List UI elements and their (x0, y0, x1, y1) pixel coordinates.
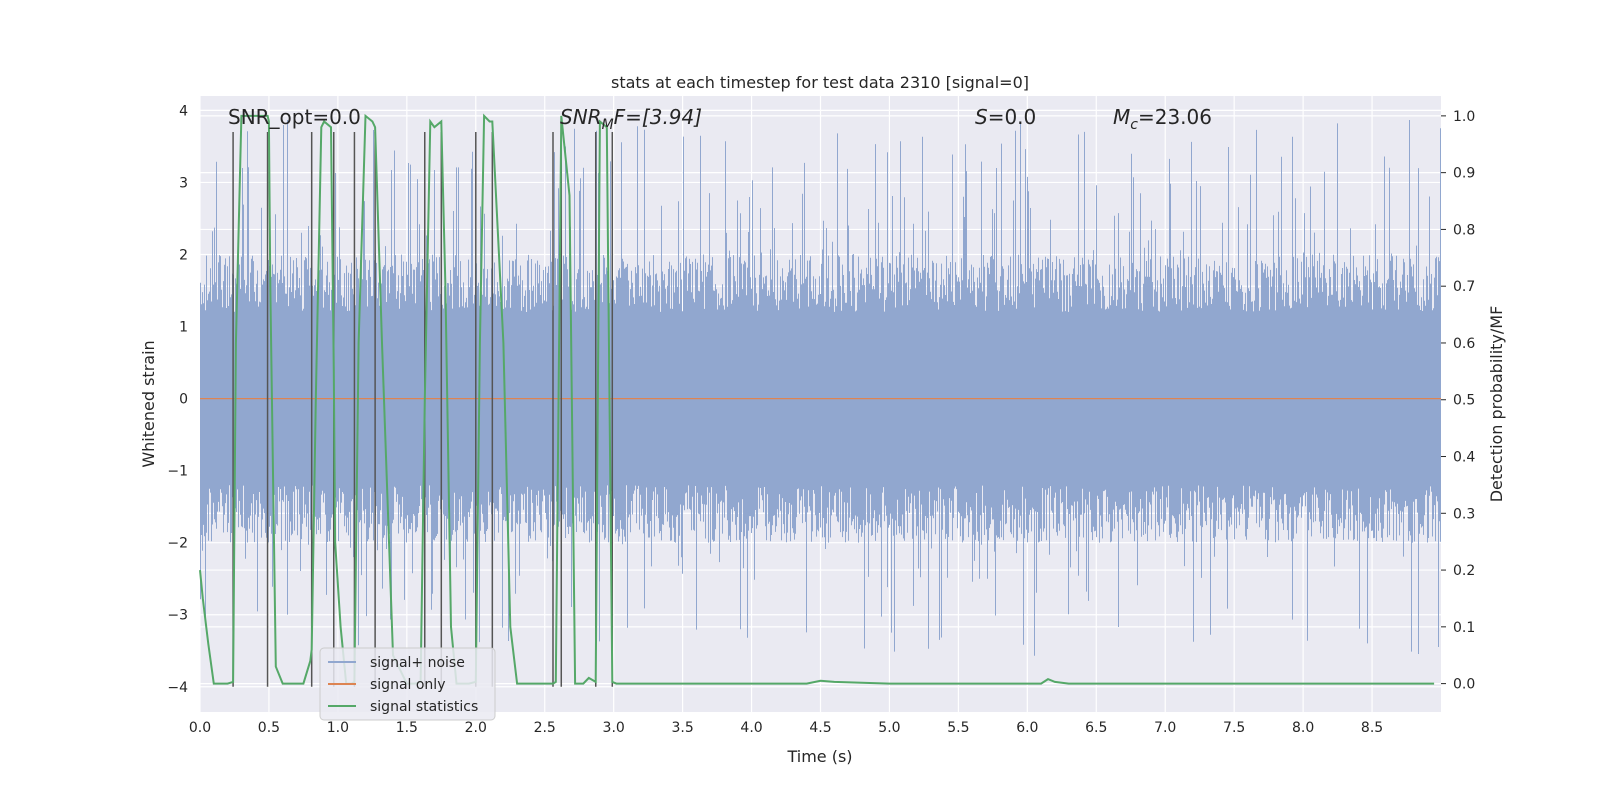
y-left-tick-label: 2 (179, 248, 188, 264)
y-right-tick-label: 0.4 (1453, 450, 1475, 466)
x-tick-label: 7.0 (1154, 720, 1176, 736)
x-tick-label: 2.5 (534, 720, 556, 736)
legend: signal+ noise signal only signal statist… (319, 647, 496, 721)
x-tick-label: 2.0 (465, 720, 487, 736)
chart-title: stats at each timestep for test data 231… (611, 73, 1029, 92)
legend-label-signal: signal only (370, 677, 445, 693)
x-axis-label: Time (s) (786, 747, 852, 766)
y-left-tick-label: −2 (167, 536, 188, 552)
x-tick-label: 5.0 (878, 720, 900, 736)
x-tick-label: 0.5 (258, 720, 280, 736)
x-tick-label: 8.0 (1292, 720, 1314, 736)
x-tick-label: 4.5 (809, 720, 831, 736)
signal-statistics-series (199, 113, 1435, 685)
x-tick-label: 7.5 (1223, 720, 1245, 736)
legend-label-noise: signal+ noise (370, 655, 465, 671)
y-right-tick-label: 0.3 (1453, 506, 1475, 522)
annotation-s: S=0.0 (975, 105, 1036, 129)
x-tick-label: 8.5 (1361, 720, 1383, 736)
y-left-tick-label: 1 (179, 320, 188, 336)
legend-label-statistics: signal statistics (370, 699, 478, 715)
x-tick-label: 0.0 (189, 720, 211, 736)
y-axis-right-label: Detection probability/MF (1487, 306, 1506, 503)
x-tick-label: 6.5 (1085, 720, 1107, 736)
y-left-tick-label: −4 (167, 680, 188, 696)
y-right-tick-label: 0.2 (1453, 563, 1475, 579)
x-tick-label: 4.0 (740, 720, 762, 736)
y-left-tick-labels: 4 3 2 1 0 −1 −2 −3 −4 (167, 103, 188, 695)
x-tick-label: 3.0 (603, 720, 625, 736)
y-right-tick-label: 0.7 (1453, 279, 1475, 295)
x-tick-label: 1.5 (396, 720, 418, 736)
y-left-tick-label: 0 (179, 392, 188, 408)
y-left-tick-label: 3 (179, 175, 188, 191)
x-tick-label: 1.0 (327, 720, 349, 736)
legend-box (319, 647, 496, 721)
y-right-tick-label: 0.6 (1453, 336, 1475, 352)
y-right-tick-label: 0.1 (1453, 620, 1475, 636)
annotation-mc: Mc=23.06 (1113, 105, 1212, 133)
y-right-tick-label: 0.9 (1453, 166, 1475, 182)
y-right-tick-label: 0.5 (1453, 393, 1475, 409)
x-tick-label: 6.0 (1016, 720, 1038, 736)
y-right-tick-label: 0.8 (1453, 222, 1475, 238)
y-left-tick-label: 4 (179, 103, 188, 119)
y-axis-left-label: Whitened strain (139, 340, 158, 467)
y-right-tick-label: 0.0 (1453, 677, 1475, 693)
y-right-tick-labels: 1.0 0.9 0.8 0.7 0.6 0.5 0.4 0.3 0.2 0.1 0.0 (1441, 109, 1475, 693)
x-tick-label: 3.5 (671, 720, 693, 736)
y-left-tick-label: −3 (167, 608, 188, 624)
x-tick-label: 5.5 (947, 720, 969, 736)
statistics-line (199, 113, 1435, 685)
annotation-snr-mf: SNRMF=[3.94] (560, 105, 702, 133)
annotation-snr-opt: SNR_opt=0.0 (228, 105, 361, 129)
y-right-tick-label: 1.0 (1453, 109, 1475, 125)
x-tick-labels: 0.0 0.5 1.0 1.5 2.0 2.5 3.0 3.5 4.0 4.5 5.0 5.5 6.0 6… (189, 720, 1383, 736)
y-left-tick-label: −1 (167, 464, 188, 480)
